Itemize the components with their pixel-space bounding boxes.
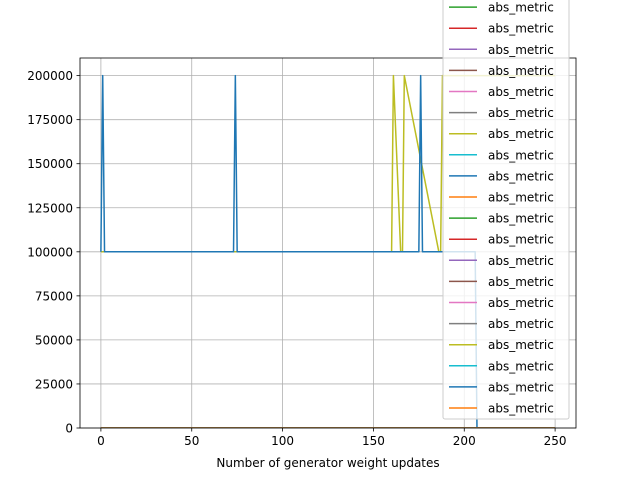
legend-label-13: abs_metric bbox=[488, 254, 554, 268]
legend-label-18: abs_metric bbox=[488, 359, 554, 373]
legend-label-5: abs_metric bbox=[488, 85, 554, 99]
y-tick-label: 0 bbox=[65, 422, 73, 436]
x-tick-label: 50 bbox=[184, 434, 199, 448]
legend-label-7: abs_metric bbox=[488, 127, 554, 141]
x-tick-label: 150 bbox=[362, 434, 385, 448]
y-tick-label: 125000 bbox=[27, 201, 73, 215]
legend-label-9: abs_metric bbox=[488, 169, 554, 183]
legend-label-2: abs_metric bbox=[488, 22, 554, 36]
legend-label-15: abs_metric bbox=[488, 296, 554, 310]
x-tick-label: 200 bbox=[453, 434, 476, 448]
y-tick-label: 175000 bbox=[27, 113, 73, 127]
x-tick-label: 0 bbox=[97, 434, 105, 448]
x-tick-label: 250 bbox=[544, 434, 567, 448]
legend-label-20: abs_metric bbox=[488, 402, 554, 416]
x-axis-ticks: 0 50 100 150 200 250 bbox=[97, 428, 567, 448]
legend-label-12: abs_metric bbox=[488, 233, 554, 247]
y-tick-label: 25000 bbox=[35, 377, 73, 391]
y-tick-label: 150000 bbox=[27, 157, 73, 171]
y-tick-label: 50000 bbox=[35, 333, 73, 347]
legend-label-14: abs_metric bbox=[488, 275, 554, 289]
legend-label-10: abs_metric bbox=[488, 191, 554, 205]
y-tick-label: 100000 bbox=[27, 245, 73, 259]
x-tick-label: 100 bbox=[271, 434, 294, 448]
legend-label-4: abs_metric bbox=[488, 64, 554, 78]
y-tick-label: 75000 bbox=[35, 289, 73, 303]
legend-label-3: abs_metric bbox=[488, 43, 554, 57]
y-tick-label: 200000 bbox=[27, 69, 73, 83]
x-axis-label: Number of generator weight updates bbox=[216, 456, 439, 470]
legend-label-8: abs_metric bbox=[488, 148, 554, 162]
plot-lines bbox=[100, 74, 556, 428]
legend-box bbox=[442, 0, 570, 420]
legend-label-16: abs_metric bbox=[488, 317, 554, 331]
axes-frame bbox=[79, 57, 577, 429]
series-line-9 bbox=[100, 74, 556, 428]
y-axis-ticks: 0 25000 50000 75000 100000 125000 150000 175000… bbox=[27, 69, 80, 436]
axes-border bbox=[79, 57, 577, 429]
legend-label-6: abs_metric bbox=[488, 106, 554, 120]
legend-label-17: abs_metric bbox=[488, 338, 554, 352]
legend: abs_metric abs_metric abs_metric abs_metric… bbox=[442, 0, 570, 420]
legend-label-19: abs_metric bbox=[488, 380, 554, 394]
legend-label-1: abs_metric bbox=[488, 1, 554, 15]
legend-label-11: abs_metric bbox=[488, 212, 554, 226]
